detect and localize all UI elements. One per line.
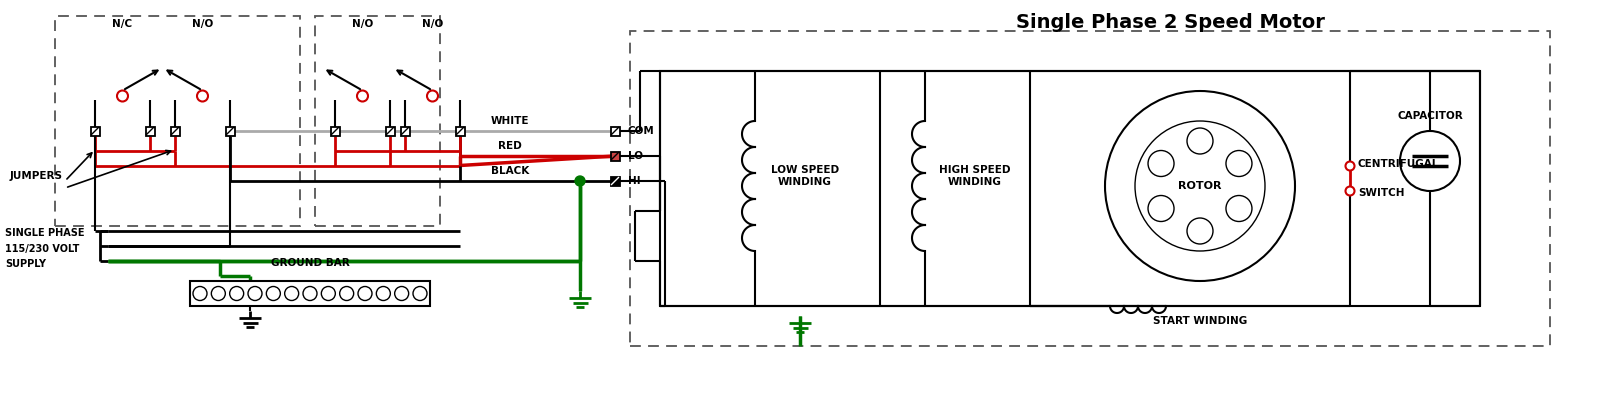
Circle shape	[395, 286, 408, 300]
Circle shape	[266, 286, 280, 300]
Circle shape	[1149, 150, 1174, 176]
Text: SWITCH: SWITCH	[1358, 188, 1405, 198]
Bar	[400, 126, 410, 136]
Circle shape	[1226, 150, 1251, 176]
Circle shape	[194, 286, 206, 300]
Bar	[54, 16, 301, 226]
Circle shape	[574, 176, 586, 186]
Circle shape	[1346, 162, 1355, 170]
Bar	[146, 126, 155, 136]
Text: SUPPLY: SUPPLY	[5, 259, 46, 269]
Circle shape	[1226, 196, 1251, 221]
Circle shape	[230, 286, 243, 300]
Text: HIGH SPEED
WINDING: HIGH SPEED WINDING	[939, 165, 1011, 187]
Circle shape	[1134, 121, 1266, 251]
Text: BLACK: BLACK	[491, 166, 530, 176]
Text: 115/230 VOLT: 115/230 VOLT	[5, 244, 80, 254]
Text: CENTRIFUGAL: CENTRIFUGAL	[1358, 159, 1440, 169]
Bar	[386, 126, 395, 136]
Bar	[331, 126, 339, 136]
Bar	[91, 126, 99, 136]
Text: N/C: N/C	[112, 19, 133, 29]
Circle shape	[322, 286, 336, 300]
Text: CAPACITOR: CAPACITOR	[1397, 111, 1462, 121]
Circle shape	[376, 286, 390, 300]
Circle shape	[197, 91, 208, 101]
Circle shape	[1106, 91, 1294, 281]
Circle shape	[117, 91, 128, 101]
Text: HI: HI	[627, 176, 640, 186]
Text: Single Phase 2 Speed Motor: Single Phase 2 Speed Motor	[1016, 13, 1325, 32]
Circle shape	[427, 91, 438, 101]
Text: LO: LO	[627, 151, 643, 161]
Circle shape	[1400, 131, 1459, 191]
Text: ROTOR: ROTOR	[1178, 181, 1222, 191]
Text: COM: COM	[627, 126, 654, 136]
Text: N/O: N/O	[192, 19, 213, 29]
Bar	[171, 126, 179, 136]
Text: GROUND BAR: GROUND BAR	[270, 258, 349, 268]
Circle shape	[357, 91, 368, 101]
Circle shape	[1187, 128, 1213, 154]
Bar	[630, 31, 1550, 346]
Bar	[315, 16, 440, 226]
Circle shape	[339, 286, 354, 300]
Bar	[611, 126, 619, 136]
Circle shape	[248, 286, 262, 300]
Text: N/O: N/O	[352, 19, 373, 29]
Text: WHITE: WHITE	[491, 116, 530, 126]
Circle shape	[1187, 218, 1213, 244]
Circle shape	[302, 286, 317, 300]
Text: RED: RED	[498, 141, 522, 151]
Bar	[611, 176, 619, 186]
Bar	[190, 281, 430, 306]
Circle shape	[211, 286, 226, 300]
Circle shape	[285, 286, 299, 300]
Text: SINGLE PHASE: SINGLE PHASE	[5, 228, 85, 238]
Circle shape	[358, 286, 371, 300]
Bar	[456, 126, 464, 136]
Circle shape	[413, 286, 427, 300]
Bar	[661, 71, 1480, 306]
Text: JUMPERS: JUMPERS	[10, 171, 62, 181]
Text: LOW SPEED
WINDING: LOW SPEED WINDING	[771, 165, 838, 187]
Text: N/O: N/O	[422, 19, 443, 29]
Bar	[611, 152, 619, 160]
Circle shape	[1346, 186, 1355, 196]
Bar	[226, 126, 235, 136]
Circle shape	[1149, 196, 1174, 221]
Text: START WINDING: START WINDING	[1154, 316, 1246, 326]
